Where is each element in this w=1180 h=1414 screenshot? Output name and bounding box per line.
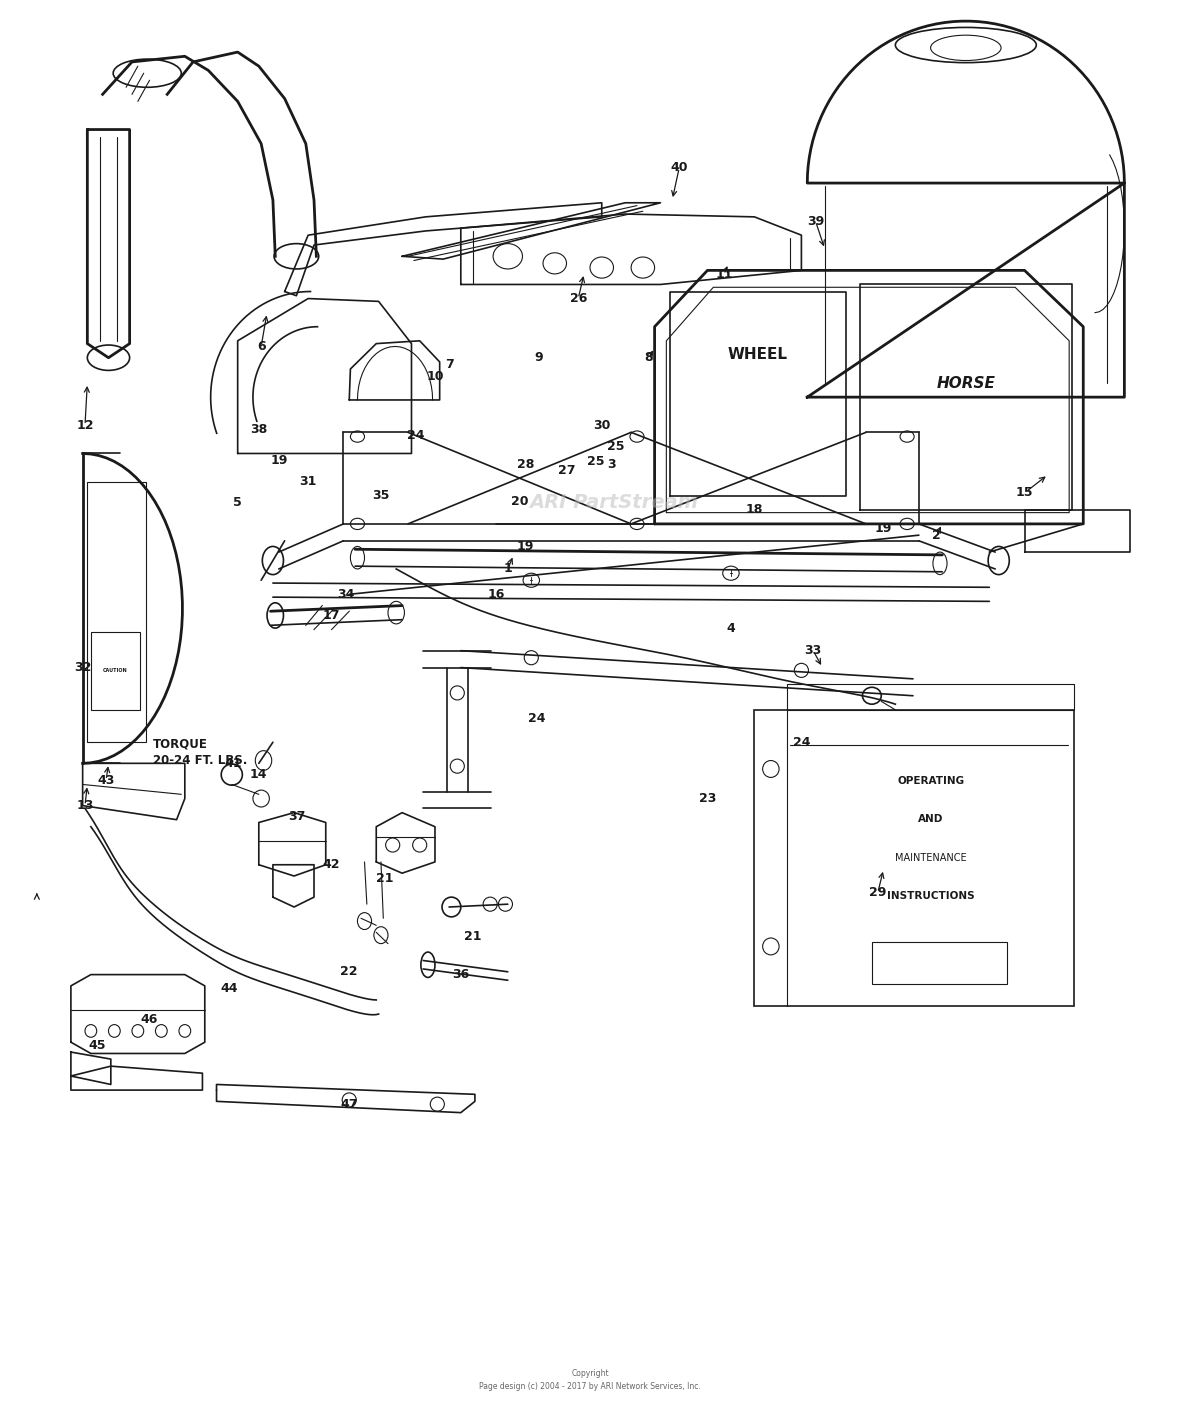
Text: 6: 6: [257, 339, 266, 354]
Text: 46: 46: [140, 1014, 158, 1027]
Text: 15: 15: [1016, 486, 1034, 499]
Text: Copyright
Page design (c) 2004 - 2017 by ARI Network Services, Inc.: Copyright Page design (c) 2004 - 2017 by…: [479, 1370, 701, 1391]
Text: 26: 26: [570, 293, 586, 305]
Text: 30: 30: [594, 419, 610, 431]
Text: 43: 43: [98, 773, 114, 786]
Text: WHEEL: WHEEL: [728, 348, 788, 362]
Bar: [787, 684, 1074, 710]
Text: 25: 25: [588, 455, 604, 468]
Text: 33: 33: [805, 645, 821, 658]
Text: 11: 11: [715, 269, 733, 281]
Text: 39: 39: [807, 215, 824, 228]
Text: 21: 21: [464, 930, 481, 943]
Bar: [754, 710, 1074, 1005]
Text: 17: 17: [323, 609, 340, 622]
Text: TORQUE
20-24 FT. LBS.: TORQUE 20-24 FT. LBS.: [153, 738, 248, 766]
Text: 38: 38: [250, 423, 268, 436]
Text: 27: 27: [558, 464, 576, 477]
Text: 7: 7: [445, 358, 453, 372]
Text: 9: 9: [535, 351, 543, 365]
Text: 4: 4: [727, 622, 735, 635]
Text: 34: 34: [337, 588, 354, 601]
Text: 25: 25: [607, 440, 624, 452]
Text: 16: 16: [487, 588, 505, 601]
Text: 3: 3: [607, 458, 616, 471]
Text: 21: 21: [375, 872, 393, 885]
Text: CAUTION: CAUTION: [103, 667, 127, 673]
Text: 42: 42: [323, 858, 340, 871]
Text: 24: 24: [407, 428, 425, 441]
Text: 35: 35: [372, 489, 389, 502]
Text: 24: 24: [793, 735, 811, 748]
Text: 47: 47: [341, 1097, 358, 1110]
Text: 44: 44: [221, 983, 238, 995]
Text: 41: 41: [224, 756, 242, 769]
Text: 13: 13: [77, 799, 93, 812]
Text: 2: 2: [932, 529, 940, 542]
Text: 19: 19: [517, 540, 535, 553]
Text: ARI PartStream: ARI PartStream: [529, 493, 699, 512]
Text: 32: 32: [74, 662, 91, 674]
Text: 22: 22: [341, 966, 358, 978]
Text: MAINTENANCE: MAINTENANCE: [894, 853, 966, 863]
Bar: [87, 482, 146, 742]
Text: 10: 10: [426, 369, 444, 383]
Text: 24: 24: [529, 711, 546, 725]
Text: 14: 14: [250, 768, 268, 781]
Text: HORSE: HORSE: [937, 376, 995, 390]
Bar: [91, 632, 140, 710]
Text: 5: 5: [234, 496, 242, 509]
Text: OPERATING: OPERATING: [897, 776, 964, 786]
Text: 19: 19: [874, 522, 892, 534]
Text: 20: 20: [511, 495, 529, 508]
Text: 45: 45: [88, 1038, 105, 1052]
Text: 36: 36: [452, 969, 470, 981]
Text: 29: 29: [868, 887, 886, 899]
Text: INSTRUCTIONS: INSTRUCTIONS: [887, 891, 975, 901]
Text: 37: 37: [288, 810, 306, 823]
Bar: [872, 942, 1007, 984]
Text: AND: AND: [918, 814, 943, 824]
Text: 31: 31: [300, 475, 316, 488]
Text: 8: 8: [644, 351, 653, 365]
Text: 40: 40: [670, 161, 688, 174]
Text: 12: 12: [77, 419, 93, 431]
Text: 23: 23: [699, 792, 716, 805]
Text: 19: 19: [270, 454, 288, 467]
Text: 1: 1: [504, 563, 512, 575]
Text: 28: 28: [517, 458, 535, 471]
Text: 18: 18: [746, 503, 763, 516]
